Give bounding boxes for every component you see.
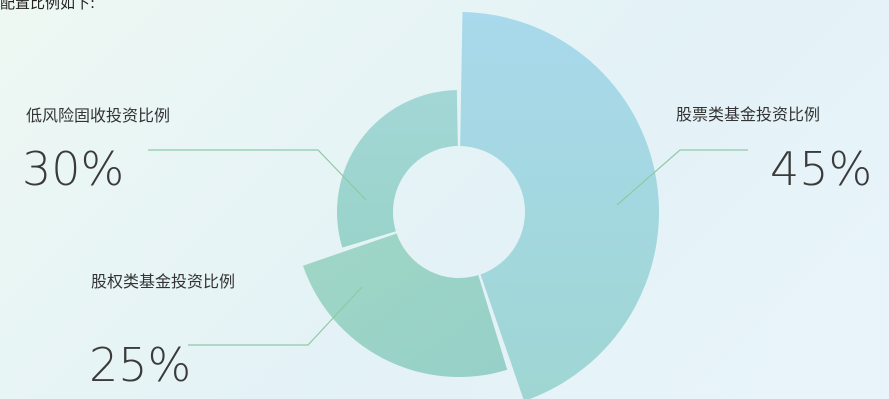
leader-line-low-risk — [148, 149, 367, 201]
slice-label-equity: 股权类基金投资比例 — [91, 272, 236, 291]
pie-slice-stock — [460, 12, 659, 399]
slice-label-low-risk: 低风险固收投资比例 — [26, 106, 171, 125]
leader-line-stock — [616, 149, 748, 206]
pie-slice-equity — [302, 233, 508, 377]
slice-value-equity: 25% — [89, 338, 192, 392]
pie-slice-low-risk — [336, 90, 458, 248]
slice-value-stock: 45% — [770, 142, 873, 196]
slice-value-low-risk: 30% — [22, 142, 125, 196]
leader-line-equity — [188, 286, 363, 346]
slice-label-stock: 股票类基金投资比例 — [676, 105, 821, 124]
intro-text: 配置比例如下: — [0, 0, 96, 12]
